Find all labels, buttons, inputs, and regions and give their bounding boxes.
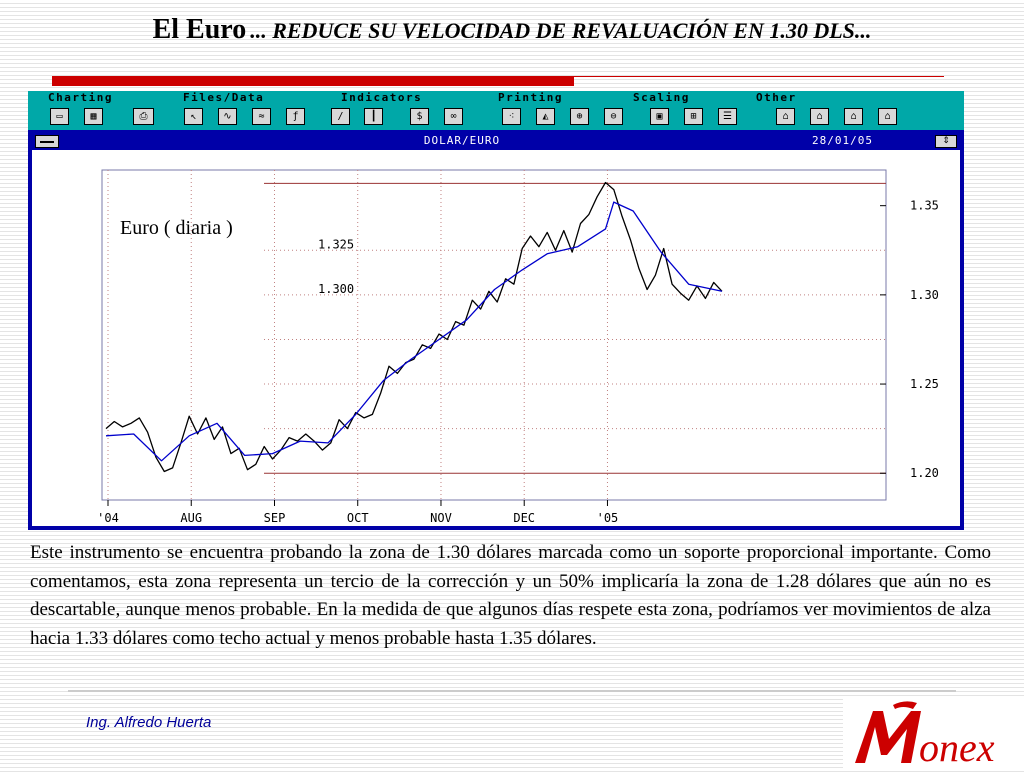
x-tick-label: AUG bbox=[180, 511, 202, 525]
x-tick-label: OCT bbox=[347, 511, 369, 525]
menu-files-data[interactable]: Files/Data bbox=[183, 91, 265, 104]
x-tick-label: SEP bbox=[264, 511, 286, 525]
level-label: 1.300 bbox=[318, 282, 354, 296]
monex-logo-graphic: onex bbox=[855, 701, 995, 770]
menu-scaling[interactable]: Scaling bbox=[633, 91, 690, 104]
window-icon[interactable]: ▣ bbox=[650, 108, 669, 125]
plot-frame bbox=[101, 169, 887, 501]
title-accent-bar bbox=[52, 77, 574, 86]
dollar-icon[interactable]: $ bbox=[410, 108, 429, 125]
zoom-out-icon[interactable]: ⊖ bbox=[604, 108, 623, 125]
pattern-icon[interactable]: ⁖ bbox=[502, 108, 521, 125]
y-tick-label: 1.20 bbox=[910, 466, 939, 480]
menu-indicators[interactable]: Indicators bbox=[341, 91, 423, 104]
menu-other[interactable]: Other bbox=[756, 91, 797, 104]
logo-text: onex bbox=[919, 725, 995, 768]
toolbar: ▭ ▦ ⎙ ↖ ∿ ≈ ƒ / ┃ $ ∞ ⁖ ◭ ⊕ ⊖ ▣ ⊞ ☰ ⌂ ⌂ … bbox=[28, 105, 964, 130]
list-icon[interactable]: ☰ bbox=[718, 108, 737, 125]
y-tick-label: 1.25 bbox=[910, 377, 939, 391]
bar-icon[interactable]: ┃ bbox=[364, 108, 383, 125]
trendline-icon[interactable]: / bbox=[331, 108, 350, 125]
grid-icon[interactable]: ⊞ bbox=[684, 108, 703, 125]
save-icon[interactable]: ▦ bbox=[84, 108, 103, 125]
line-icon[interactable]: ∿ bbox=[218, 108, 237, 125]
slide-title: El Euro... REDUCE SU VELOCIDAD DE REVALU… bbox=[0, 14, 1024, 46]
tool4-icon[interactable]: ⌂ bbox=[878, 108, 897, 125]
title-underline bbox=[52, 76, 574, 77]
open-icon[interactable]: ▭ bbox=[50, 108, 69, 125]
chart-plot-area: '04 AUG SEP OCT NOV DEC '05 1.325 1.300 1.35 1.30 1… bbox=[32, 150, 960, 526]
footer-divider bbox=[68, 690, 956, 692]
menu-bar: Charting Files/Data Indicators Printing … bbox=[28, 91, 964, 105]
function-icon[interactable]: ƒ bbox=[286, 108, 305, 125]
menu-charting[interactable]: Charting bbox=[48, 91, 113, 104]
x-tick-label: '04 bbox=[97, 511, 119, 525]
tool2-icon[interactable]: ⌂ bbox=[810, 108, 829, 125]
monex-logo: onex bbox=[843, 697, 1024, 770]
chart-type-icon[interactable]: ◭ bbox=[536, 108, 555, 125]
title-main: El Euro bbox=[152, 14, 247, 45]
scroll-updown-icon[interactable]: ⇕ bbox=[935, 135, 957, 148]
pointer-icon[interactable]: ↖ bbox=[184, 108, 203, 125]
menu-printing[interactable]: Printing bbox=[498, 91, 563, 104]
chart-annotation: Euro ( diaria ) bbox=[120, 217, 233, 239]
y-tick-label: 1.30 bbox=[910, 288, 939, 302]
system-menu-icon[interactable] bbox=[35, 135, 59, 148]
chart-window-date: 28/01/05 bbox=[812, 134, 873, 147]
moving-average-line bbox=[105, 201, 723, 462]
x-tick-label: '05 bbox=[597, 511, 619, 525]
body-paragraph: Este instrumento se encuentra probando l… bbox=[30, 542, 991, 649]
zoom-in-icon[interactable]: ⊕ bbox=[570, 108, 589, 125]
chart-window-titlebar: DOLAR/EURO 28/01/05 ⇕ bbox=[32, 133, 960, 150]
x-tick-label: NOV bbox=[430, 511, 452, 525]
y-tick-label: 1.35 bbox=[910, 199, 939, 213]
author-name: Ing. Alfredo Huerta bbox=[86, 714, 212, 731]
tool1-icon[interactable]: ⌂ bbox=[776, 108, 795, 125]
price-series-line bbox=[105, 181, 723, 473]
chart-window-title: DOLAR/EURO bbox=[423, 134, 501, 147]
binoculars-icon[interactable]: ∞ bbox=[444, 108, 463, 125]
level-label: 1.325 bbox=[318, 237, 354, 251]
title-sub: ... REDUCE SU VELOCIDAD DE REVALUACIÓN E… bbox=[250, 18, 872, 43]
x-tick-label: DEC bbox=[513, 511, 535, 525]
price-chart: '04 AUG SEP OCT NOV DEC '05 1.325 1.300 1.35 1.30 1… bbox=[97, 169, 939, 525]
print-icon[interactable]: ⎙ bbox=[133, 108, 154, 125]
charting-app-window: Charting Files/Data Indicators Printing … bbox=[28, 91, 964, 530]
indicator-icon[interactable]: ≈ bbox=[252, 108, 271, 125]
title-accent-line bbox=[574, 76, 944, 77]
tool3-icon[interactable]: ⌂ bbox=[844, 108, 863, 125]
